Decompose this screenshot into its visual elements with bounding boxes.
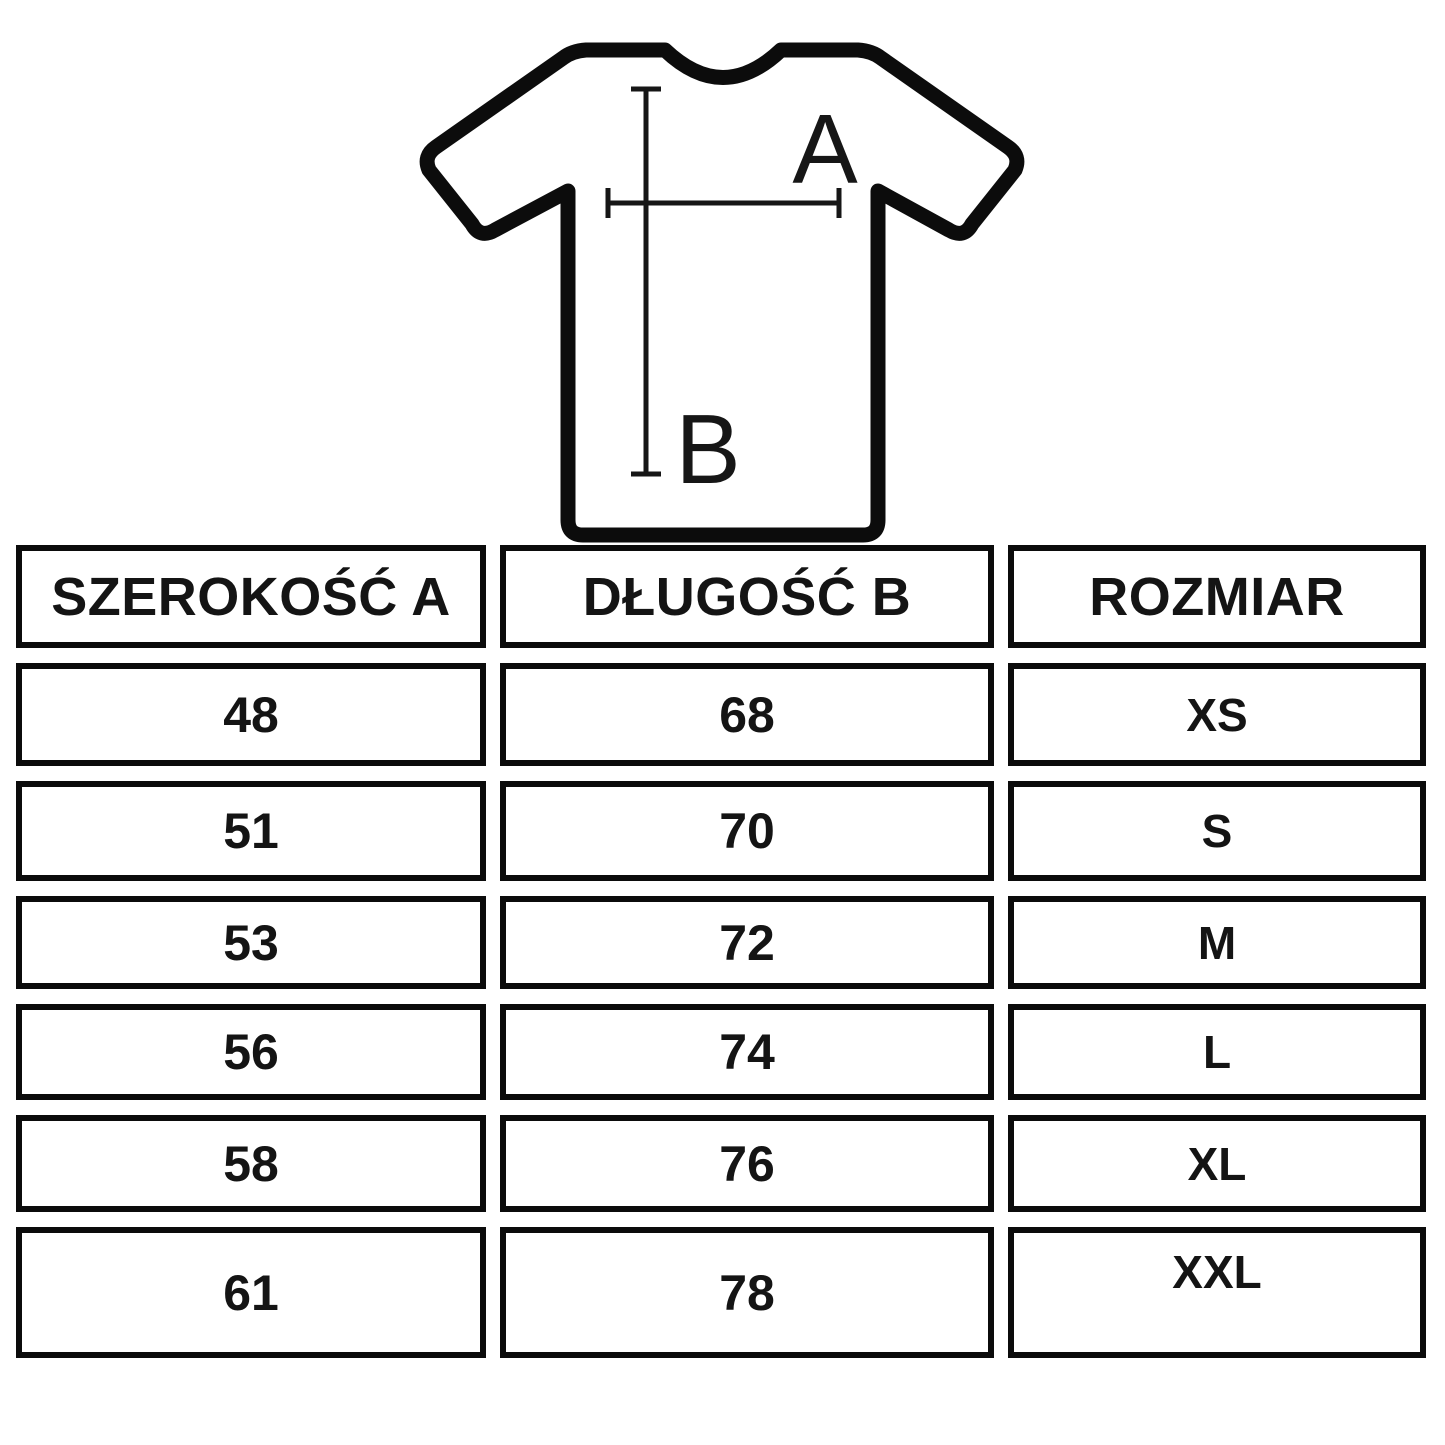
tshirt-diagram: A B: [419, 42, 1025, 543]
table-cell: M: [1008, 896, 1426, 989]
table-cell: 70: [500, 781, 994, 881]
table-cell: 53: [16, 896, 486, 989]
table-cell: 51: [16, 781, 486, 881]
table-cell: 72: [500, 896, 994, 989]
table-cell: S: [1008, 781, 1426, 881]
table-cell: 58: [16, 1115, 486, 1212]
table-cell: 76: [500, 1115, 994, 1212]
measure-lines: [605, 86, 842, 477]
tshirt-outline: [419, 42, 1025, 543]
table-cell: 56: [16, 1004, 486, 1100]
table-cell: XS: [1008, 663, 1426, 766]
table-cell: 78: [500, 1227, 994, 1358]
header-cell-1: DŁUGOŚĆ B: [500, 545, 994, 648]
table-cell: 61: [16, 1227, 486, 1358]
table-cell: 68: [500, 663, 994, 766]
header-cell-2: ROZMIAR: [1008, 545, 1426, 648]
table-cell: 48: [16, 663, 486, 766]
width-measure-label: A: [792, 94, 858, 204]
header-cell-0: SZEROKOŚĆ A: [16, 545, 486, 648]
table-cell: XXL: [1008, 1227, 1426, 1358]
table-cell: L: [1008, 1004, 1426, 1100]
table-cell: 74: [500, 1004, 994, 1100]
table-cell: XL: [1008, 1115, 1426, 1212]
length-measure-label: B: [675, 394, 740, 504]
size-table: SZEROKOŚĆ A DŁUGOŚĆ B ROZMIAR 48 68 XS 51 70 S 53…: [16, 545, 1426, 1358]
